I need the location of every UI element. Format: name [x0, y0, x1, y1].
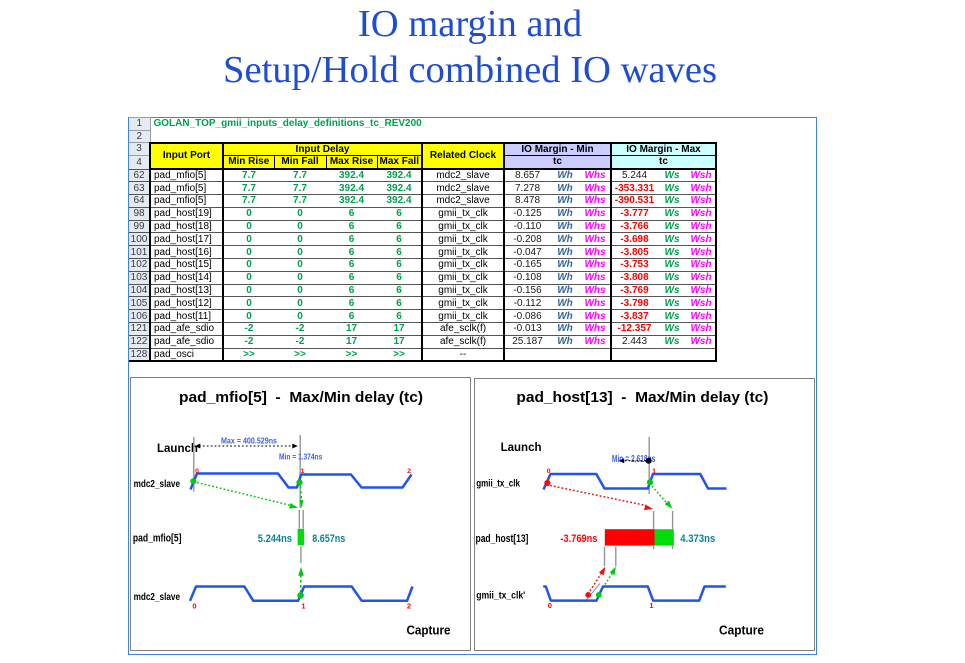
svg-text:Min = 2.618ns: Min = 2.618ns [612, 454, 656, 465]
svg-text:0: 0 [195, 468, 199, 475]
svg-text:4.373ns: 4.373ns [680, 533, 715, 545]
svg-text:Max = 400.529ns: Max = 400.529ns [221, 437, 277, 446]
svg-text:pad_host[13]: pad_host[13] [476, 533, 529, 545]
svg-text:pad_mfio[5] - Max/Min delay: pad_mfio[5] - Max/Min delay (tc) [179, 389, 423, 406]
svg-text:1: 1 [649, 601, 653, 610]
svg-text:0: 0 [192, 602, 196, 611]
svg-text:mdc2_slave: mdc2_slave [134, 591, 181, 603]
svg-text:gmii_tx_clk': gmii_tx_clk' [476, 590, 525, 602]
svg-text:5.244ns: 5.244ns [258, 533, 292, 545]
svg-text:2: 2 [407, 468, 411, 475]
svg-text:8.657ns: 8.657ns [312, 533, 345, 545]
svg-text:1: 1 [301, 602, 305, 611]
svg-text:Capture: Capture [407, 624, 451, 638]
svg-text:gmii_tx_clk: gmii_tx_clk [476, 478, 520, 490]
svg-text:0: 0 [548, 601, 552, 610]
svg-text:-3.769ns: -3.769ns [560, 533, 597, 545]
svg-text:1: 1 [652, 467, 656, 476]
svg-text:pad_mfio[5]: pad_mfio[5] [133, 533, 182, 545]
svg-text:pad_host[13] - Max/Min delay: pad_host[13] - Max/Min delay (tc) [516, 389, 768, 406]
svg-text:2: 2 [407, 602, 411, 611]
svg-text:mdc2_slave: mdc2_slave [134, 478, 181, 490]
svg-text:Min = 1.374ns: Min = 1.374ns [279, 453, 323, 462]
svg-text:Launch: Launch [501, 442, 542, 454]
svg-text:Launch: Launch [157, 443, 198, 455]
svg-text:Capture: Capture [719, 624, 764, 638]
svg-text:1: 1 [301, 468, 305, 475]
svg-text:0: 0 [547, 468, 551, 475]
